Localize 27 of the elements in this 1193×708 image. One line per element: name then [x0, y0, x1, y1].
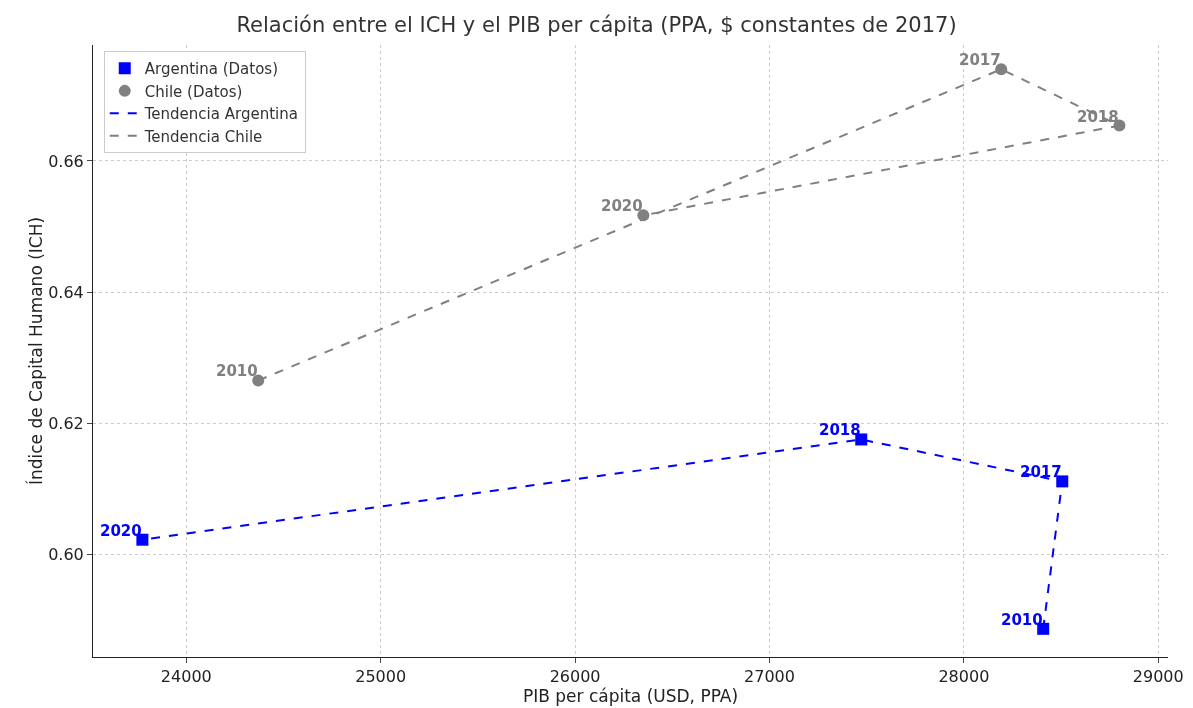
- annotation: 2017: [959, 51, 1001, 69]
- annotation: 2018: [819, 421, 861, 439]
- x-tick-label: 26000: [549, 667, 601, 687]
- chart-title: Relación entre el ICH y el PIB per cápita (PPA, $ constantes de 2017): [236, 13, 957, 38]
- x-axis-title: PIB per cápita (USD, PPA): [522, 686, 739, 707]
- annotation: 2017: [1020, 463, 1062, 481]
- legend-label: Tendencia Argentina: [143, 105, 298, 124]
- x-tick-label: 27000: [744, 667, 795, 687]
- point: [855, 433, 868, 446]
- annotation: 2010: [216, 362, 258, 380]
- y-tick-label: 0.64: [48, 282, 84, 302]
- x-tick-label: 28000: [938, 667, 990, 687]
- y-tick-label: 0.60: [48, 544, 84, 564]
- legend-label: Chile (Datos): [144, 82, 243, 101]
- annotation: 2018: [1077, 108, 1119, 126]
- legend-label: Tendencia Chile: [143, 127, 263, 146]
- y-tick-label: 0.66: [48, 151, 84, 171]
- point: [995, 63, 1008, 76]
- annotation: 2020: [601, 197, 643, 215]
- y-axis-title: Índice de Capital Humano (ICH): [25, 216, 47, 486]
- annotation: 2010: [1001, 611, 1043, 629]
- y-tick-label: 0.62: [48, 413, 84, 433]
- x-tick-label: 25000: [355, 667, 407, 687]
- x-tick-label: 24000: [160, 667, 212, 687]
- annotation: 2020: [100, 522, 142, 540]
- x-tick-label: 29000: [1132, 667, 1184, 687]
- legend-label: Argentina (Datos): [144, 60, 279, 79]
